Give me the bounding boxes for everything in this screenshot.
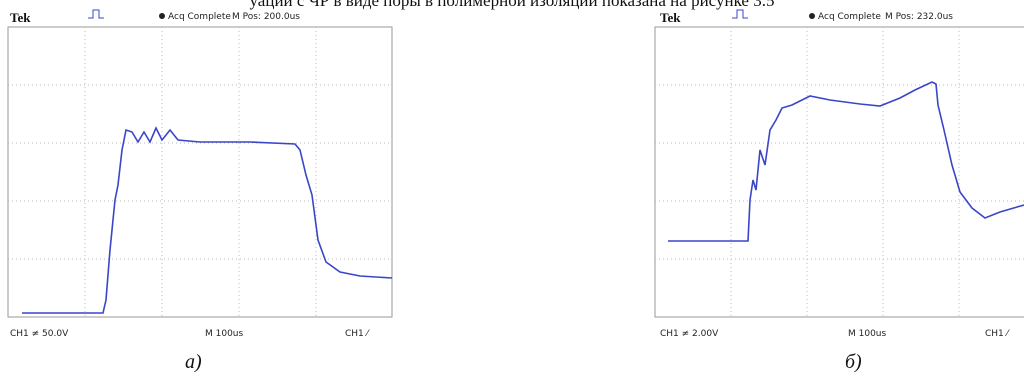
scope-frame — [8, 27, 392, 317]
timebase: M 100us — [205, 329, 244, 339]
acq-dot — [159, 13, 165, 19]
caption: а) — [185, 351, 202, 373]
scope-grid — [8, 27, 392, 317]
brand: Tek — [660, 10, 681, 25]
trigger: CH1 ⁄ — [345, 329, 371, 339]
acq-status: Acq Complete — [818, 12, 881, 22]
channel: CH1 ≠ 2.00V — [660, 329, 719, 339]
scope-frame — [655, 27, 1024, 317]
acq-dot — [809, 13, 815, 19]
page: уации с ЧР в виде поры в полимерной изол… — [0, 0, 1024, 376]
brand: Tek — [10, 10, 31, 25]
channel: CH1 ≠ 50.0V — [10, 329, 69, 339]
scope-a: Tek Acq Complete M Pos: 200.0us CH1 ≠ 50… — [8, 10, 392, 373]
timebase: M 100us — [848, 329, 887, 339]
waveform — [22, 128, 392, 313]
waveform — [668, 82, 1024, 241]
trigger: CH1 ⁄ — [985, 329, 1011, 339]
acq-status: Acq Complete — [168, 12, 231, 22]
mpos: M Pos: 200.0us — [232, 12, 300, 22]
trigger-icon — [88, 10, 104, 18]
mpos: M Pos: 232.0us — [885, 12, 953, 22]
trigger-icon — [732, 10, 748, 18]
caption: б) — [845, 351, 862, 373]
scope-grid — [655, 27, 1024, 317]
header-text: уации с ЧР в виде поры в полимерной изол… — [250, 0, 775, 10]
scope-b: Tek Acq Complete M Pos: 232.0us CH1 ≠ 2.… — [655, 10, 1024, 373]
